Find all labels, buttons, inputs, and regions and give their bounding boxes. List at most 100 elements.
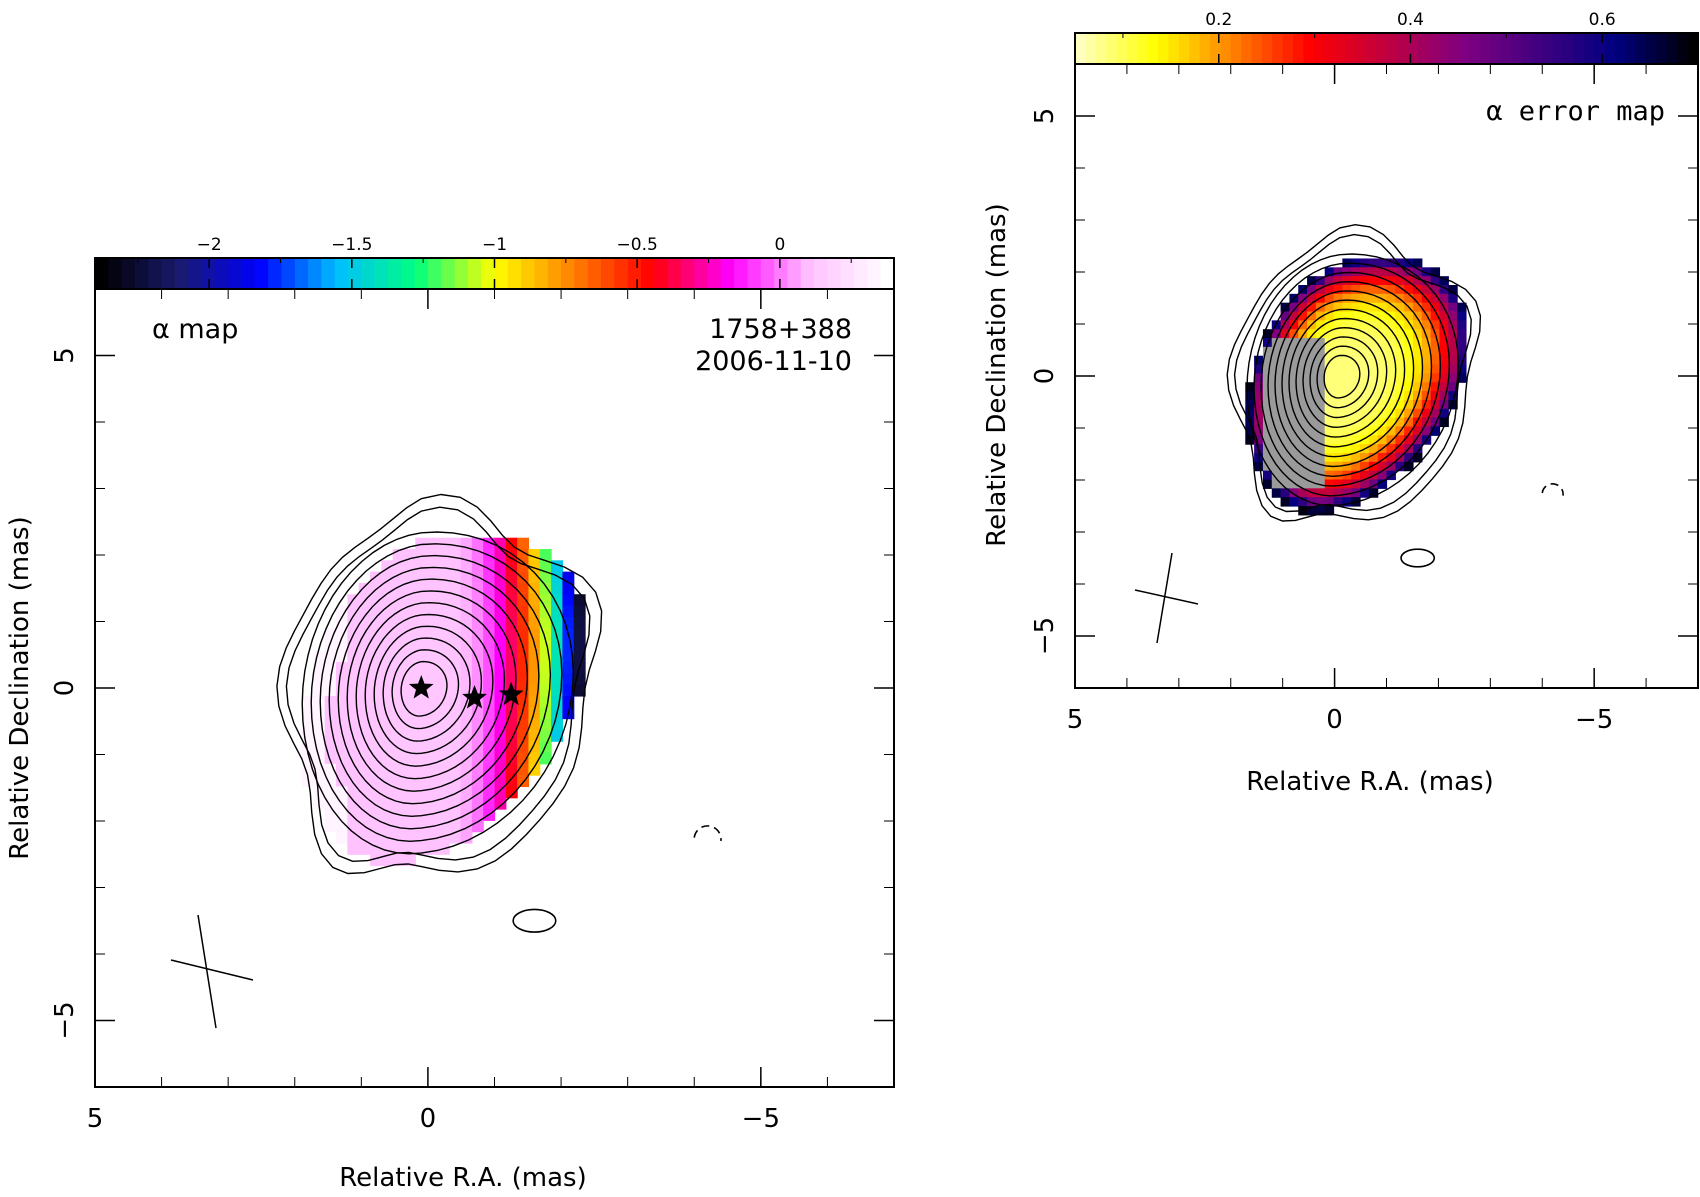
map-pixel: [392, 707, 405, 720]
map-pixel: [1386, 399, 1396, 410]
map-pixel: [1307, 329, 1317, 339]
map-pixel: [1395, 435, 1405, 445]
map-pixel: [336, 695, 348, 708]
map-pixel: [1280, 382, 1291, 392]
map-pixel: [381, 684, 394, 697]
map-pixel: [1430, 364, 1441, 374]
map-pixel: [1254, 408, 1264, 419]
map-pixel: [1333, 364, 1343, 374]
map-pixel: [1307, 302, 1317, 313]
map-pixel: [1368, 417, 1379, 428]
map-pixel: [1315, 399, 1326, 410]
map-pixel: [539, 605, 552, 618]
map-pixel: [471, 763, 484, 776]
colorbar-swatch: [1272, 33, 1284, 64]
map-pixel: [1271, 346, 1282, 357]
map-pixel: [551, 729, 564, 742]
map-pixel: [1368, 435, 1379, 445]
map-pixel: [324, 763, 337, 776]
map-pixel: [1395, 302, 1405, 313]
map-pixel: [1439, 373, 1449, 383]
colorbar-swatch: [1199, 33, 1211, 64]
map-pixel: [426, 650, 439, 663]
map-pixel: [1404, 417, 1414, 428]
map-pixel: [1324, 506, 1335, 516]
map-pixel: [449, 673, 462, 686]
contour-line: [346, 590, 517, 792]
contour-line: [1260, 271, 1442, 487]
map-pixel: [1324, 276, 1335, 286]
colorbar-swatch: [1324, 33, 1336, 64]
colorbar-swatch: [1095, 33, 1107, 64]
colorbar-swatch: [241, 258, 256, 289]
map-pixel: [573, 594, 586, 607]
map-pixel: [381, 786, 394, 799]
map-pixel: [1404, 435, 1414, 445]
map-pixel: [1360, 382, 1370, 392]
map-pixel: [449, 639, 462, 652]
map-pixel: [1448, 364, 1458, 374]
map-pixel: [1298, 364, 1308, 374]
map-pixel: [347, 820, 360, 833]
map-pixel: [381, 775, 394, 788]
colorbar-swatch: [1116, 33, 1128, 64]
map-pixel: [1404, 426, 1414, 436]
map-pixel: [1386, 461, 1396, 472]
colorbar-swatch: [1490, 33, 1502, 64]
map-pixel: [324, 729, 337, 742]
map-pixel: [403, 741, 416, 754]
colorbar-swatch: [401, 258, 416, 289]
map-pixel: [392, 718, 405, 731]
map-pixel: [505, 673, 518, 686]
map-pixel: [1368, 391, 1379, 401]
map-pixel: [1430, 320, 1441, 330]
map-pixel: [415, 718, 428, 731]
map-pixel: [1280, 399, 1291, 410]
colorbar-swatch: [1386, 33, 1398, 64]
map-pixel: [1351, 479, 1361, 489]
map-pixel: [471, 786, 484, 799]
map-pixel: [1351, 488, 1361, 498]
map-pixel: [1262, 417, 1273, 428]
map-pixel: [1271, 373, 1282, 383]
colorbar-swatch: [134, 258, 149, 289]
map-pixel: [551, 616, 564, 629]
colorbar-swatch: [1085, 33, 1097, 64]
star-marker: [498, 681, 524, 706]
map-pixel: [1368, 258, 1379, 268]
map-pixel: [1457, 355, 1467, 366]
map-pixel: [1333, 276, 1343, 286]
map-pixel: [426, 786, 439, 799]
map-pixel: [1289, 452, 1299, 463]
colorbar-swatch: [880, 258, 895, 289]
map-pixel: [505, 707, 518, 720]
map-pixel: [358, 639, 371, 652]
map-pixel: [460, 662, 473, 674]
map-pixel: [1333, 293, 1343, 304]
map-pixel: [471, 537, 484, 550]
map-pixel: [1315, 285, 1326, 295]
map-pixel: [1448, 293, 1458, 304]
map-pixel: [449, 797, 462, 810]
map-pixel: [1421, 285, 1432, 295]
map-pixel: [539, 594, 552, 607]
map-pixel: [336, 820, 348, 833]
map-pixel: [302, 763, 314, 776]
colorbar-swatch: [614, 258, 629, 289]
alpha-map-beam-cross: [170, 914, 254, 1029]
map-pixel: [381, 809, 394, 821]
map-pixel: [358, 842, 371, 855]
map-pixel: [1377, 311, 1388, 321]
map-pixel: [1412, 399, 1423, 410]
map-pixel: [551, 605, 564, 618]
map-pixel: [369, 831, 382, 844]
map-pixel: [1262, 435, 1273, 445]
map-pixel: [449, 741, 462, 754]
map-pixel: [1412, 355, 1423, 366]
map-pixel: [1342, 452, 1352, 463]
map-pixel: [1315, 426, 1326, 436]
contour-line: [400, 660, 448, 717]
map-pixel: [358, 797, 371, 810]
map-pixel: [1412, 452, 1423, 463]
map-pixel: [1368, 461, 1379, 472]
